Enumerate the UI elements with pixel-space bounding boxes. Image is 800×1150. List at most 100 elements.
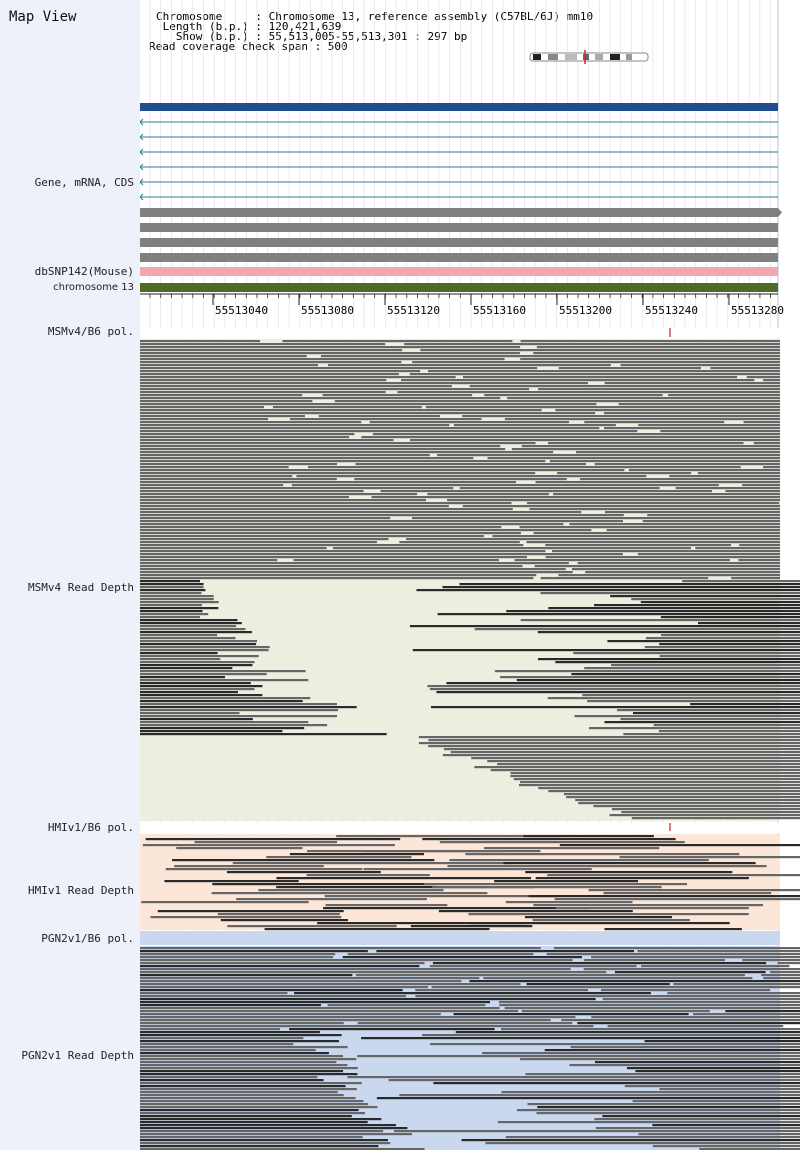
read-bar bbox=[140, 1013, 441, 1016]
read-bar bbox=[140, 526, 502, 529]
read-bar bbox=[140, 553, 623, 556]
read-bar bbox=[533, 904, 763, 907]
read-bar bbox=[621, 811, 800, 814]
read-bar bbox=[570, 1046, 800, 1049]
read-bar bbox=[569, 523, 780, 526]
read-bar bbox=[432, 962, 767, 965]
read-bar bbox=[415, 995, 800, 998]
read-bar bbox=[609, 814, 800, 817]
read-bar bbox=[258, 889, 444, 892]
read-bar bbox=[459, 583, 800, 586]
read-bar bbox=[140, 730, 283, 733]
read-bar bbox=[661, 634, 800, 637]
read-bar bbox=[236, 898, 427, 901]
read-bar bbox=[593, 805, 800, 808]
read-bar bbox=[485, 1142, 800, 1145]
read-bar bbox=[607, 640, 800, 643]
read-bar bbox=[357, 1022, 573, 1025]
read-bar bbox=[579, 478, 780, 481]
read-bar bbox=[140, 637, 236, 640]
read-bar bbox=[327, 1004, 486, 1007]
read-bar bbox=[583, 959, 725, 962]
dbsnp-bar[interactable] bbox=[140, 267, 778, 276]
read-bar bbox=[653, 724, 800, 727]
strand-arrow-icon bbox=[140, 178, 144, 186]
read-bar bbox=[558, 367, 701, 370]
read-bar bbox=[743, 421, 780, 424]
read-bar bbox=[140, 574, 537, 577]
read-bar bbox=[571, 673, 800, 676]
transcript-lines[interactable] bbox=[140, 118, 778, 201]
read-bar bbox=[462, 415, 780, 418]
read-bar bbox=[604, 427, 780, 430]
read-bar bbox=[438, 910, 633, 913]
read-bar bbox=[468, 913, 749, 916]
read-bar bbox=[140, 475, 293, 478]
read-bar bbox=[430, 1043, 800, 1046]
read-bar bbox=[427, 493, 549, 496]
ruler-tick-label: 55513080 bbox=[301, 304, 354, 317]
read-bar bbox=[140, 646, 270, 649]
read-bar bbox=[763, 466, 780, 469]
hmi-reads[interactable] bbox=[141, 835, 800, 931]
read-bar bbox=[140, 971, 607, 974]
read-bar bbox=[140, 394, 303, 397]
read-bar bbox=[140, 673, 267, 676]
read-bar bbox=[140, 962, 425, 965]
read-bar bbox=[355, 463, 587, 466]
read-bar bbox=[140, 667, 233, 670]
read-bar bbox=[439, 841, 685, 844]
read-bar bbox=[140, 607, 219, 610]
length-info: Length (b.p.) : 120,421,639 bbox=[156, 20, 342, 33]
read-bar bbox=[437, 613, 800, 616]
read-bar bbox=[140, 550, 546, 553]
read-bar bbox=[591, 1016, 800, 1019]
read-bar bbox=[361, 1037, 800, 1040]
read-bar bbox=[659, 1088, 800, 1091]
read-bar bbox=[140, 535, 484, 538]
read-bar bbox=[638, 1133, 800, 1136]
read-bar bbox=[604, 721, 800, 724]
read-bar bbox=[140, 484, 284, 487]
chromosome-ideogram[interactable] bbox=[529, 50, 649, 64]
read-bar bbox=[140, 959, 573, 962]
read-bar bbox=[532, 919, 690, 922]
read-bar bbox=[140, 1094, 344, 1097]
read-bar bbox=[746, 376, 780, 379]
read-bar bbox=[585, 571, 780, 574]
read-bar bbox=[528, 895, 800, 898]
read-bar bbox=[494, 670, 800, 673]
read-bar bbox=[320, 355, 780, 358]
read-bar bbox=[631, 598, 800, 601]
read-bar bbox=[558, 574, 780, 577]
read-bar bbox=[563, 793, 800, 796]
read-bar bbox=[140, 427, 600, 430]
read-bar bbox=[140, 709, 339, 712]
read-bar bbox=[690, 703, 800, 706]
read-bar bbox=[140, 487, 454, 490]
read-bar bbox=[430, 706, 800, 709]
read-bar bbox=[462, 505, 780, 508]
read-bar bbox=[140, 715, 337, 718]
read-bar bbox=[411, 517, 780, 520]
read-bar bbox=[140, 397, 501, 400]
read-bar bbox=[140, 956, 334, 959]
read-bar bbox=[578, 802, 800, 805]
read-bar bbox=[499, 1004, 800, 1007]
msm-pol-track bbox=[140, 328, 800, 338]
read-bar bbox=[436, 691, 800, 694]
read-bar bbox=[399, 541, 520, 544]
dbsnp-track-label: dbSNP142(Mouse) bbox=[34, 265, 134, 278]
read-bar bbox=[323, 907, 590, 910]
read-bar bbox=[140, 1112, 366, 1115]
read-bar bbox=[140, 577, 534, 580]
read-bar bbox=[372, 433, 780, 436]
gene-track[interactable] bbox=[140, 103, 778, 111]
read-bar bbox=[409, 373, 780, 376]
read-bar bbox=[763, 379, 780, 382]
read-bar bbox=[140, 568, 566, 571]
msm-reads[interactable] bbox=[140, 340, 800, 820]
cds-bars[interactable] bbox=[140, 208, 782, 262]
read-bar bbox=[318, 415, 440, 418]
pgn-reads[interactable] bbox=[140, 947, 800, 1150]
